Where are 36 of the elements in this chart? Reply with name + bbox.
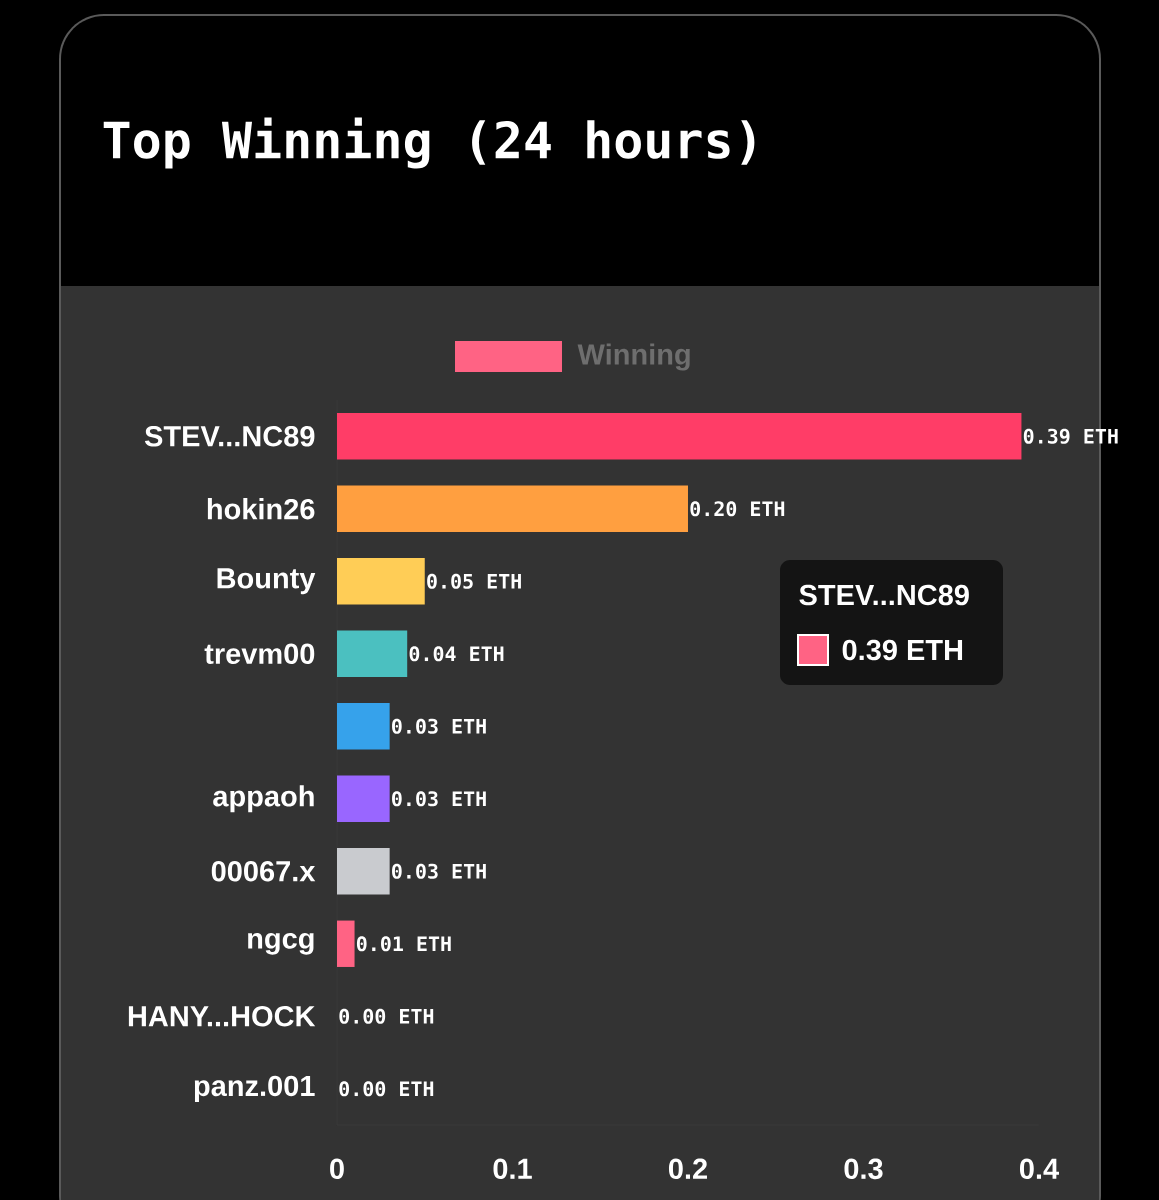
text: 0.00 ETH <box>339 1081 434 1097</box>
text: 0.20 ETH <box>690 501 785 517</box>
y-tick-label: panz.001 <box>194 1075 315 1102</box>
x-tick-label: 0.4 <box>1019 1158 1059 1180</box>
y-tick-label: STEV...NC89 <box>144 426 315 447</box>
text: 0.03 ETH <box>392 863 486 879</box>
text: 0.39 ETH <box>1023 428 1118 444</box>
x-tick-label: 0.2 <box>668 1158 707 1180</box>
x-tick-label: 0.3 <box>844 1158 883 1180</box>
y-tick-label: Bounty <box>217 568 316 595</box>
chart-title: Top Winning (24 hours) <box>103 117 755 169</box>
annotation: 0.39 ETH <box>842 639 963 661</box>
y-tick-label: ngcg <box>248 932 314 955</box>
x-tick-label: 0 <box>330 1158 344 1180</box>
bar <box>337 920 355 967</box>
bar <box>337 413 1022 460</box>
y-tick-label: 00067.x <box>211 861 316 882</box>
bar <box>337 630 408 677</box>
legend-label: Winning <box>577 343 690 371</box>
text: 0.04 ETH <box>409 646 504 662</box>
text: 0.00 ETH <box>339 1008 434 1024</box>
bar <box>337 558 425 605</box>
text: 0.01 ETH <box>356 936 451 952</box>
text: 0.03 ETH <box>392 718 486 734</box>
y-tick-label: hokin26 <box>207 498 315 520</box>
y-tick-label: appaoh <box>213 785 314 813</box>
bar <box>337 485 688 532</box>
y-tick-label: trevm00 <box>204 643 315 665</box>
text: 0.03 ETH <box>392 791 486 807</box>
bar <box>337 775 390 822</box>
bar <box>337 848 390 895</box>
x-tick-label: 0.1 <box>493 1158 532 1180</box>
y-tick-label: HANY...HOCK <box>128 1006 316 1027</box>
text: 0.05 ETH <box>427 573 521 589</box>
bar <box>337 703 390 750</box>
annotation: STEV...NC89 <box>799 584 969 606</box>
